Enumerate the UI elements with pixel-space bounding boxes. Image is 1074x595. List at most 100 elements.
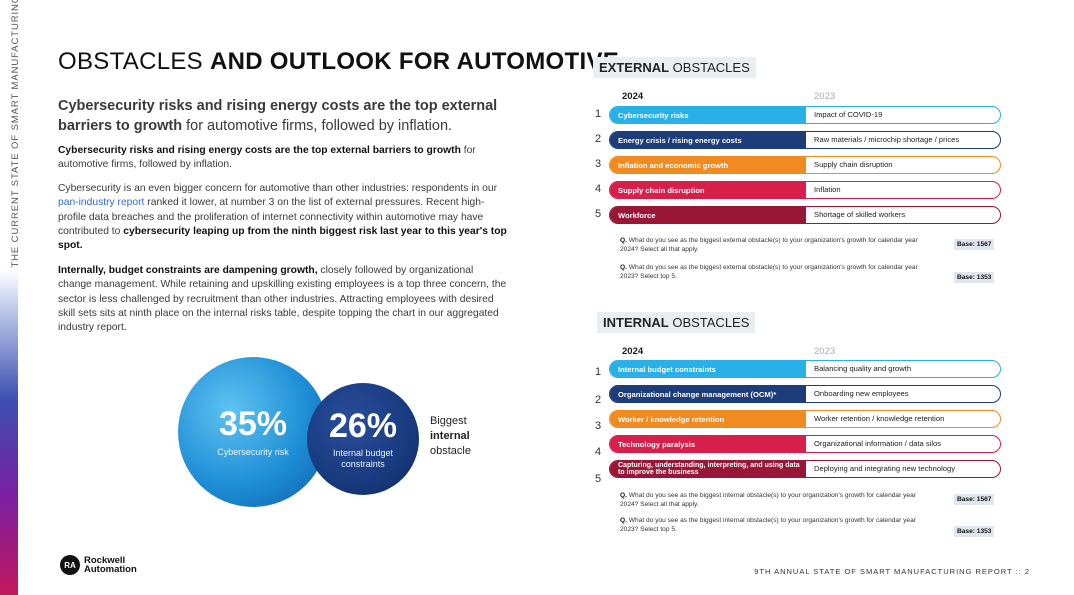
internal-row: Worker / knowledge retention Worker reten… bbox=[609, 410, 1001, 428]
internal-note-2023-text: What do you see as the biggest internal … bbox=[620, 517, 916, 533]
external-note-2024: Q. What do you see as the biggest extern… bbox=[620, 237, 920, 254]
note-q: Q. bbox=[620, 264, 627, 271]
internal-current-label: Internal budget constraints bbox=[610, 361, 806, 377]
external-row: Energy crisis / rising energy costs Raw m… bbox=[609, 131, 1001, 149]
external-rank: 2 bbox=[594, 133, 602, 145]
internal-year-2024: 2024 bbox=[622, 346, 644, 357]
rockwell-logo-text: Rockwell Automation bbox=[84, 555, 137, 575]
page-footer: 9TH ANNUAL STATE OF SMART MANUFACTURING … bbox=[754, 567, 1030, 576]
note-q: Q. bbox=[620, 237, 627, 244]
external-row: Workforce Shortage of skilled workers bbox=[609, 206, 1001, 224]
external-row: Cybersecurity risks Impact of COVID-19 bbox=[609, 106, 1001, 124]
paragraph-1: Cybersecurity risks and rising energy co… bbox=[58, 144, 508, 173]
internal-prev-label: Onboarding new employees bbox=[814, 389, 909, 398]
internal-rank: 3 bbox=[594, 420, 602, 432]
external-prev-label: Impact of COVID-19 bbox=[814, 110, 883, 119]
internal-prev-label: Organizational information / data silos bbox=[814, 439, 942, 448]
internal-prev-label: Deploying and integrating new technology bbox=[814, 464, 956, 473]
stat-circle-budget: 26% Internal budget constraints bbox=[307, 383, 419, 495]
p3-bold: Internally, budget constraints are dampe… bbox=[58, 265, 318, 276]
external-year-2024: 2024 bbox=[622, 91, 644, 102]
note-q: Q. bbox=[620, 492, 627, 499]
external-base-2023: Base: 1353 bbox=[954, 272, 995, 283]
internal-note-2023: Q. What do you see as the biggest intern… bbox=[620, 517, 920, 534]
p2-bold: cybersecurity leaping up from the ninth … bbox=[58, 225, 507, 252]
p3-rest: closely followed by organizational chang… bbox=[58, 265, 507, 334]
title-bold: AND OUTLOOK FOR AUTOMOTIVE bbox=[209, 48, 620, 75]
logo-line-2: Automation bbox=[84, 564, 137, 575]
internal-prev-label: Worker retention / knowledge retention bbox=[814, 414, 945, 423]
internal-row: Capturing, understanding, interpreting, … bbox=[609, 460, 1001, 478]
external-prev-label: Supply chain disruption bbox=[814, 160, 893, 169]
lead-bold: Cybersecurity risks and rising energy co… bbox=[58, 98, 498, 134]
external-row: Supply chain disruption Inflation bbox=[609, 181, 1001, 199]
side-banner-text: :: THE CURRENT STATE OF SMART MANUFACTUR… bbox=[10, 0, 21, 278]
stat-circle-cybersecurity: 35% Cybersecurity risk bbox=[178, 357, 328, 507]
internal-row: Internal budget constraints Balancing qua… bbox=[609, 360, 1001, 378]
stat-budget-label: Internal budget constraints bbox=[332, 448, 394, 469]
external-note-2024-text: What do you see as the biggest external … bbox=[620, 237, 918, 253]
title-light: OBSTACLES bbox=[58, 48, 210, 75]
external-rank: 1 bbox=[594, 108, 602, 120]
biggest-line-3: obstacle bbox=[430, 445, 471, 457]
external-current-label: Workforce bbox=[610, 207, 806, 223]
internal-heading: INTERNAL OBSTACLES bbox=[597, 312, 756, 333]
external-note-2023: Q. What do you see as the biggest extern… bbox=[620, 264, 920, 281]
internal-base-2023: Base: 1353 bbox=[954, 526, 995, 537]
external-prev-label: Inflation bbox=[814, 185, 841, 194]
internal-heading-light: OBSTACLES bbox=[668, 315, 750, 330]
external-current-label: Inflation and economic growth bbox=[610, 157, 806, 173]
internal-rank: 5 bbox=[594, 473, 602, 485]
rockwell-logo-icon: RA bbox=[60, 555, 80, 575]
external-heading-bold: EXTERNAL bbox=[599, 60, 670, 75]
external-rank: 4 bbox=[594, 183, 602, 195]
internal-current-label: Technology paralysis bbox=[610, 436, 806, 452]
paragraph-2: Cybersecurity is an even bigger concern … bbox=[58, 182, 508, 253]
internal-current-label: Worker / knowledge retention bbox=[610, 411, 806, 427]
external-current-label: Energy crisis / rising energy costs bbox=[610, 132, 806, 148]
logo-mark-text: RA bbox=[64, 560, 76, 570]
note-q: Q. bbox=[620, 517, 627, 524]
p2-text-b: ranked it lower, at number 3 on the list… bbox=[58, 197, 485, 237]
external-heading-light: OBSTACLES bbox=[669, 60, 750, 75]
external-current-label: Supply chain disruption bbox=[610, 182, 806, 198]
biggest-line-1: Biggest bbox=[430, 415, 467, 427]
internal-note-2024-text: What do you see as the biggest internal … bbox=[620, 492, 916, 508]
p1-bold: Cybersecurity risks and rising energy co… bbox=[58, 145, 461, 156]
logo-line-1: Rockwell bbox=[84, 555, 126, 566]
internal-row: Technology paralysis Organizational infor… bbox=[609, 435, 1001, 453]
internal-year-2023: 2023 bbox=[814, 346, 836, 357]
internal-rank: 2 bbox=[594, 394, 602, 406]
p1-rest: for automotive firms, followed by inflat… bbox=[58, 145, 476, 171]
lead-paragraph: Cybersecurity risks and rising energy co… bbox=[58, 96, 518, 136]
internal-rank: 1 bbox=[594, 366, 602, 378]
external-heading: EXTERNAL OBSTACLES bbox=[593, 57, 756, 78]
stat-cybersecurity-label: Cybersecurity risk bbox=[217, 447, 289, 457]
biggest-obstacle-label: Biggest internal obstacle bbox=[430, 414, 471, 459]
p2-text-a: Cybersecurity is an even bigger concern … bbox=[58, 183, 498, 194]
page-title: OBSTACLES AND OUTLOOK FOR AUTOMOTIVE bbox=[58, 48, 619, 76]
internal-note-2024: Q. What do you see as the biggest intern… bbox=[620, 492, 920, 509]
external-note-2023-text: What do you see as the biggest external … bbox=[620, 264, 918, 280]
internal-base-2024: Base: 1567 bbox=[954, 494, 995, 505]
internal-prev-label: Balancing quality and growth bbox=[814, 364, 912, 373]
external-rank: 3 bbox=[594, 158, 602, 170]
accent-strip bbox=[0, 270, 18, 595]
stat-budget-value: 26% bbox=[328, 407, 398, 445]
external-prev-label: Raw materials / microchip shortage / pri… bbox=[814, 135, 960, 144]
external-base-2024: Base: 1567 bbox=[954, 239, 995, 250]
stat-cybersecurity-value: 35% bbox=[218, 405, 288, 443]
pan-industry-report-link[interactable]: pan-industry report bbox=[58, 197, 145, 209]
external-year-2023: 2023 bbox=[814, 91, 836, 102]
paragraph-3: Internally, budget constraints are dampe… bbox=[58, 264, 508, 335]
external-current-label: Cybersecurity risks bbox=[610, 107, 806, 123]
external-prev-label: Shortage of skilled workers bbox=[814, 210, 906, 219]
external-row: Inflation and economic growth Supply chai… bbox=[609, 156, 1001, 174]
internal-row: Organizational change management (OCM)* O… bbox=[609, 385, 1001, 403]
internal-current-label: Capturing, understanding, interpreting, … bbox=[610, 461, 806, 477]
biggest-line-2: internal bbox=[430, 430, 470, 442]
external-rank: 5 bbox=[594, 208, 602, 220]
internal-heading-bold: INTERNAL bbox=[603, 315, 669, 330]
internal-current-label: Organizational change management (OCM)* bbox=[610, 386, 806, 402]
internal-rank: 4 bbox=[594, 446, 602, 458]
